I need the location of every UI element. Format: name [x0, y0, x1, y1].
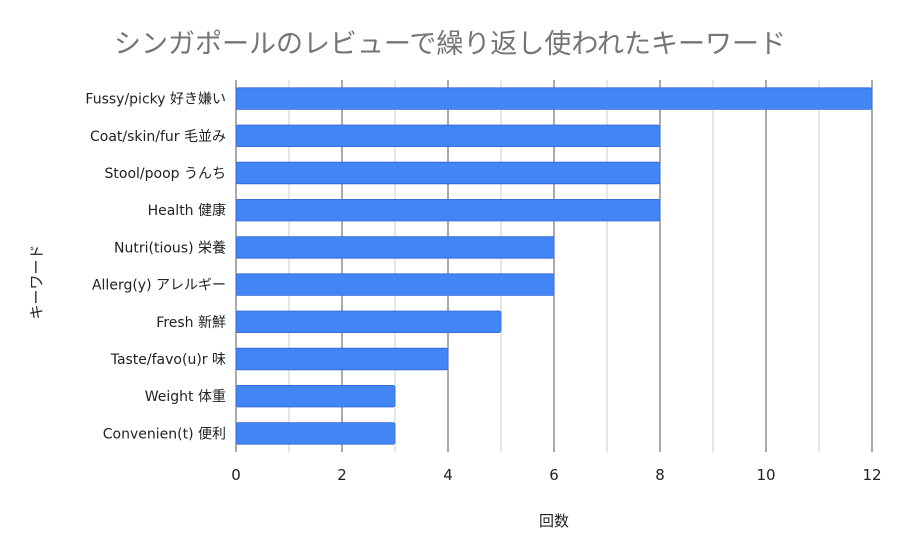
x-axis-label: 回数	[538, 512, 570, 530]
chart-title: シンガポールのレビューで繰り返し使われたキーワード	[113, 29, 787, 60]
bar	[235, 422, 396, 445]
x-tick-labels: 0 2 4 6 8 10 12	[231, 466, 881, 484]
x-tick-label: 12	[862, 466, 881, 484]
y-axis-label: キーワード	[27, 244, 46, 320]
x-tick-label: 6	[549, 466, 559, 484]
x-tick-label: 2	[337, 466, 347, 484]
bar	[235, 273, 555, 296]
bar	[235, 87, 873, 110]
bar	[235, 124, 661, 147]
category-label: Convenien(t) 便利	[103, 426, 226, 442]
bar	[235, 310, 502, 333]
category-label: Nutri(tious) 栄養	[114, 239, 226, 256]
bar	[235, 347, 449, 371]
category-label: Taste/favo(u)r 味	[110, 352, 226, 368]
category-label: Fussy/picky 好き嫌い	[85, 92, 226, 108]
x-tick-label: 0	[231, 466, 241, 484]
category-labels: Fussy/picky 好き嫌い Coat/skin/fur 毛並み Stool/p…	[85, 92, 226, 443]
category-label: Coat/skin/fur 毛並み	[90, 129, 226, 145]
bars	[235, 87, 873, 445]
x-tick-label: 10	[756, 466, 775, 484]
bar	[235, 161, 661, 185]
bar	[235, 236, 555, 259]
category-label: Allerg(y) アレルギー	[92, 278, 226, 294]
x-tick-label: 4	[443, 466, 453, 484]
category-label: Stool/poop うんち	[105, 166, 226, 182]
bar	[235, 385, 396, 408]
category-label: Fresh 新鮮	[156, 315, 226, 331]
x-tick-label: 8	[655, 466, 665, 484]
category-label: Weight 体重	[145, 389, 226, 405]
bar	[235, 199, 661, 222]
category-label: Health 健康	[148, 202, 226, 219]
